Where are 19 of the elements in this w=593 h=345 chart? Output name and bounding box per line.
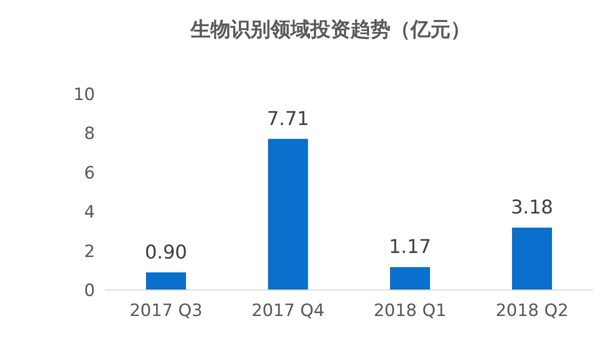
y-tick-label: 10	[73, 85, 95, 106]
bar	[268, 138, 308, 290]
x-tick-label: 2018 Q2	[496, 301, 568, 322]
data-label: 7.71	[266, 108, 310, 130]
bar	[390, 267, 430, 290]
bar	[146, 272, 186, 290]
bar	[512, 228, 552, 290]
y-tick-label: 4	[84, 202, 95, 223]
y-tick-label: 8	[84, 124, 95, 144]
data-label: 0.90	[144, 241, 188, 264]
chart-title: 生物识别领域投资趋势（亿元）	[189, 16, 472, 43]
data-label: 1.17	[388, 236, 432, 258]
y-tick-label: 0	[84, 281, 95, 302]
y-tick-label: 6	[84, 163, 95, 184]
data-label: 3.18	[510, 196, 554, 219]
x-tick-label: 2017 Q4	[252, 301, 324, 322]
y-tick-label: 2	[84, 242, 95, 262]
x-tick-label: 2018 Q1	[374, 301, 446, 322]
x-tick-label: 2017 Q3	[130, 301, 202, 322]
